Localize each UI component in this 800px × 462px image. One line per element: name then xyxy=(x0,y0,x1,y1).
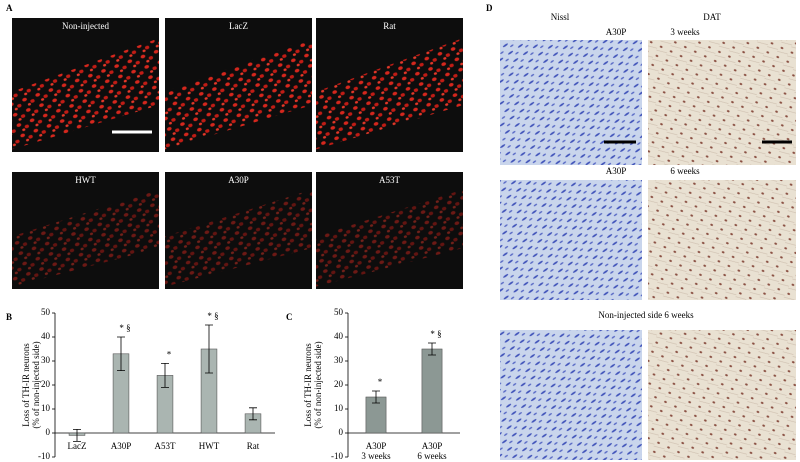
column-header: DAT xyxy=(703,12,721,22)
significance: * § xyxy=(430,329,441,339)
x-tick-label: A30P 3 weeks xyxy=(361,441,391,461)
x-tick-label: A30P 6 weeks xyxy=(417,441,447,461)
y-tick-label: 20 xyxy=(334,379,344,389)
stained-cells xyxy=(316,38,463,150)
significance: * xyxy=(167,349,172,359)
y-tick-label: 10 xyxy=(334,403,344,413)
micrograph xyxy=(500,330,642,460)
error-bar xyxy=(249,407,257,421)
error-bar xyxy=(205,324,213,374)
x-tick-label: HWT xyxy=(198,441,220,451)
y-axis-label: Loss of TH-IR neurons (% of non-injected… xyxy=(303,341,323,429)
x-tick-label: Rat xyxy=(246,441,260,451)
stained-cells xyxy=(165,38,312,150)
error-bar xyxy=(117,336,125,371)
image-label: HWT xyxy=(75,175,96,185)
y-tick-label: -10 xyxy=(331,451,343,461)
panel-label: D xyxy=(486,3,493,13)
y-tick-label: 10 xyxy=(41,403,51,413)
error-bar xyxy=(428,342,436,356)
y-tick-label: 0 xyxy=(339,427,344,437)
micrograph xyxy=(500,180,642,300)
error-bar xyxy=(73,429,81,442)
micrograph xyxy=(648,40,796,165)
significance: * § xyxy=(207,311,218,321)
y-tick-label: 0 xyxy=(46,427,51,437)
panel-label: A xyxy=(6,3,13,13)
row-label: 6 weeks xyxy=(670,166,700,176)
row-label: 3 weeks xyxy=(670,27,700,37)
row-label: Non-injected side 6 weeks xyxy=(598,310,694,320)
stained-cells xyxy=(316,189,463,287)
stained-cells xyxy=(165,189,312,287)
micrograph xyxy=(648,180,796,300)
x-tick-label: LacZ xyxy=(67,441,87,451)
panel-label: C xyxy=(286,312,293,322)
x-tick-label: A30P xyxy=(110,441,132,451)
x-tick-label: A53T xyxy=(154,441,176,451)
y-tick-label: 30 xyxy=(41,355,51,365)
micrograph xyxy=(500,40,642,165)
y-tick-label: 20 xyxy=(41,379,51,389)
stained-cells xyxy=(12,189,159,287)
image-label: LacZ xyxy=(229,21,248,31)
image-label: Rat xyxy=(383,21,396,31)
row-label: A30P xyxy=(606,27,627,37)
image-label: Non-injected xyxy=(62,21,109,31)
y-tick-label: 30 xyxy=(334,355,344,365)
image-label: A53T xyxy=(379,175,400,185)
panel-label: B xyxy=(6,312,12,322)
y-tick-label: 50 xyxy=(334,307,344,317)
y-tick-label: -10 xyxy=(38,451,50,461)
significance: * xyxy=(378,377,383,387)
y-axis-label: Loss of TH-IR neurons (% of non-injected… xyxy=(21,341,41,429)
error-bar xyxy=(372,390,380,404)
y-tick-label: 40 xyxy=(334,331,344,341)
stained-cells xyxy=(12,38,159,150)
y-tick-label: 50 xyxy=(41,307,51,317)
image-label: A30P xyxy=(228,175,249,185)
bar xyxy=(421,348,443,434)
error-bar xyxy=(161,363,169,388)
row-label: A30P xyxy=(606,166,627,176)
column-header: Nissl xyxy=(551,12,570,22)
y-tick-label: 40 xyxy=(41,331,51,341)
significance: * § xyxy=(119,323,130,333)
micrograph xyxy=(648,330,796,460)
